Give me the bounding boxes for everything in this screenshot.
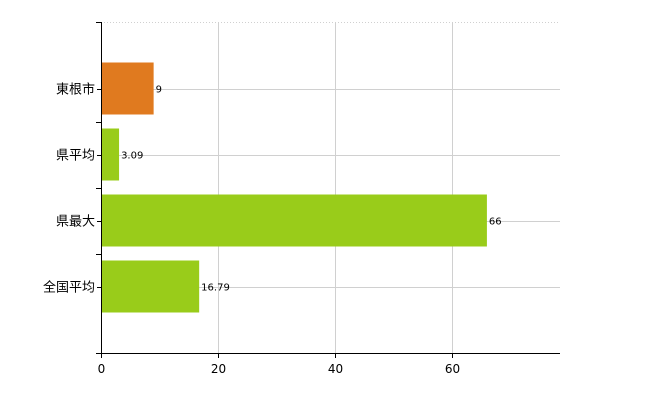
bar	[101, 194, 487, 247]
category-label: 東根市	[56, 82, 95, 98]
bar-value-label: 9	[156, 85, 162, 96]
category-label: 全国平均	[43, 280, 95, 296]
bar-value-label: 66	[489, 217, 502, 228]
bar-layer	[101, 62, 487, 313]
x-tick-label: 20	[211, 362, 226, 376]
bar-value-label: 16.79	[201, 283, 230, 294]
x-tick-label: 60	[445, 362, 460, 376]
bar	[101, 62, 154, 115]
bar	[101, 260, 200, 313]
bar	[101, 128, 120, 181]
category-label: 県平均	[56, 149, 95, 164]
x-tick-label: 0	[98, 362, 106, 376]
axis-layer	[96, 22, 560, 358]
x-tick-label: 40	[328, 362, 343, 376]
bar-value-label: 3.09	[121, 151, 143, 162]
category-label: 県最大	[56, 215, 95, 230]
